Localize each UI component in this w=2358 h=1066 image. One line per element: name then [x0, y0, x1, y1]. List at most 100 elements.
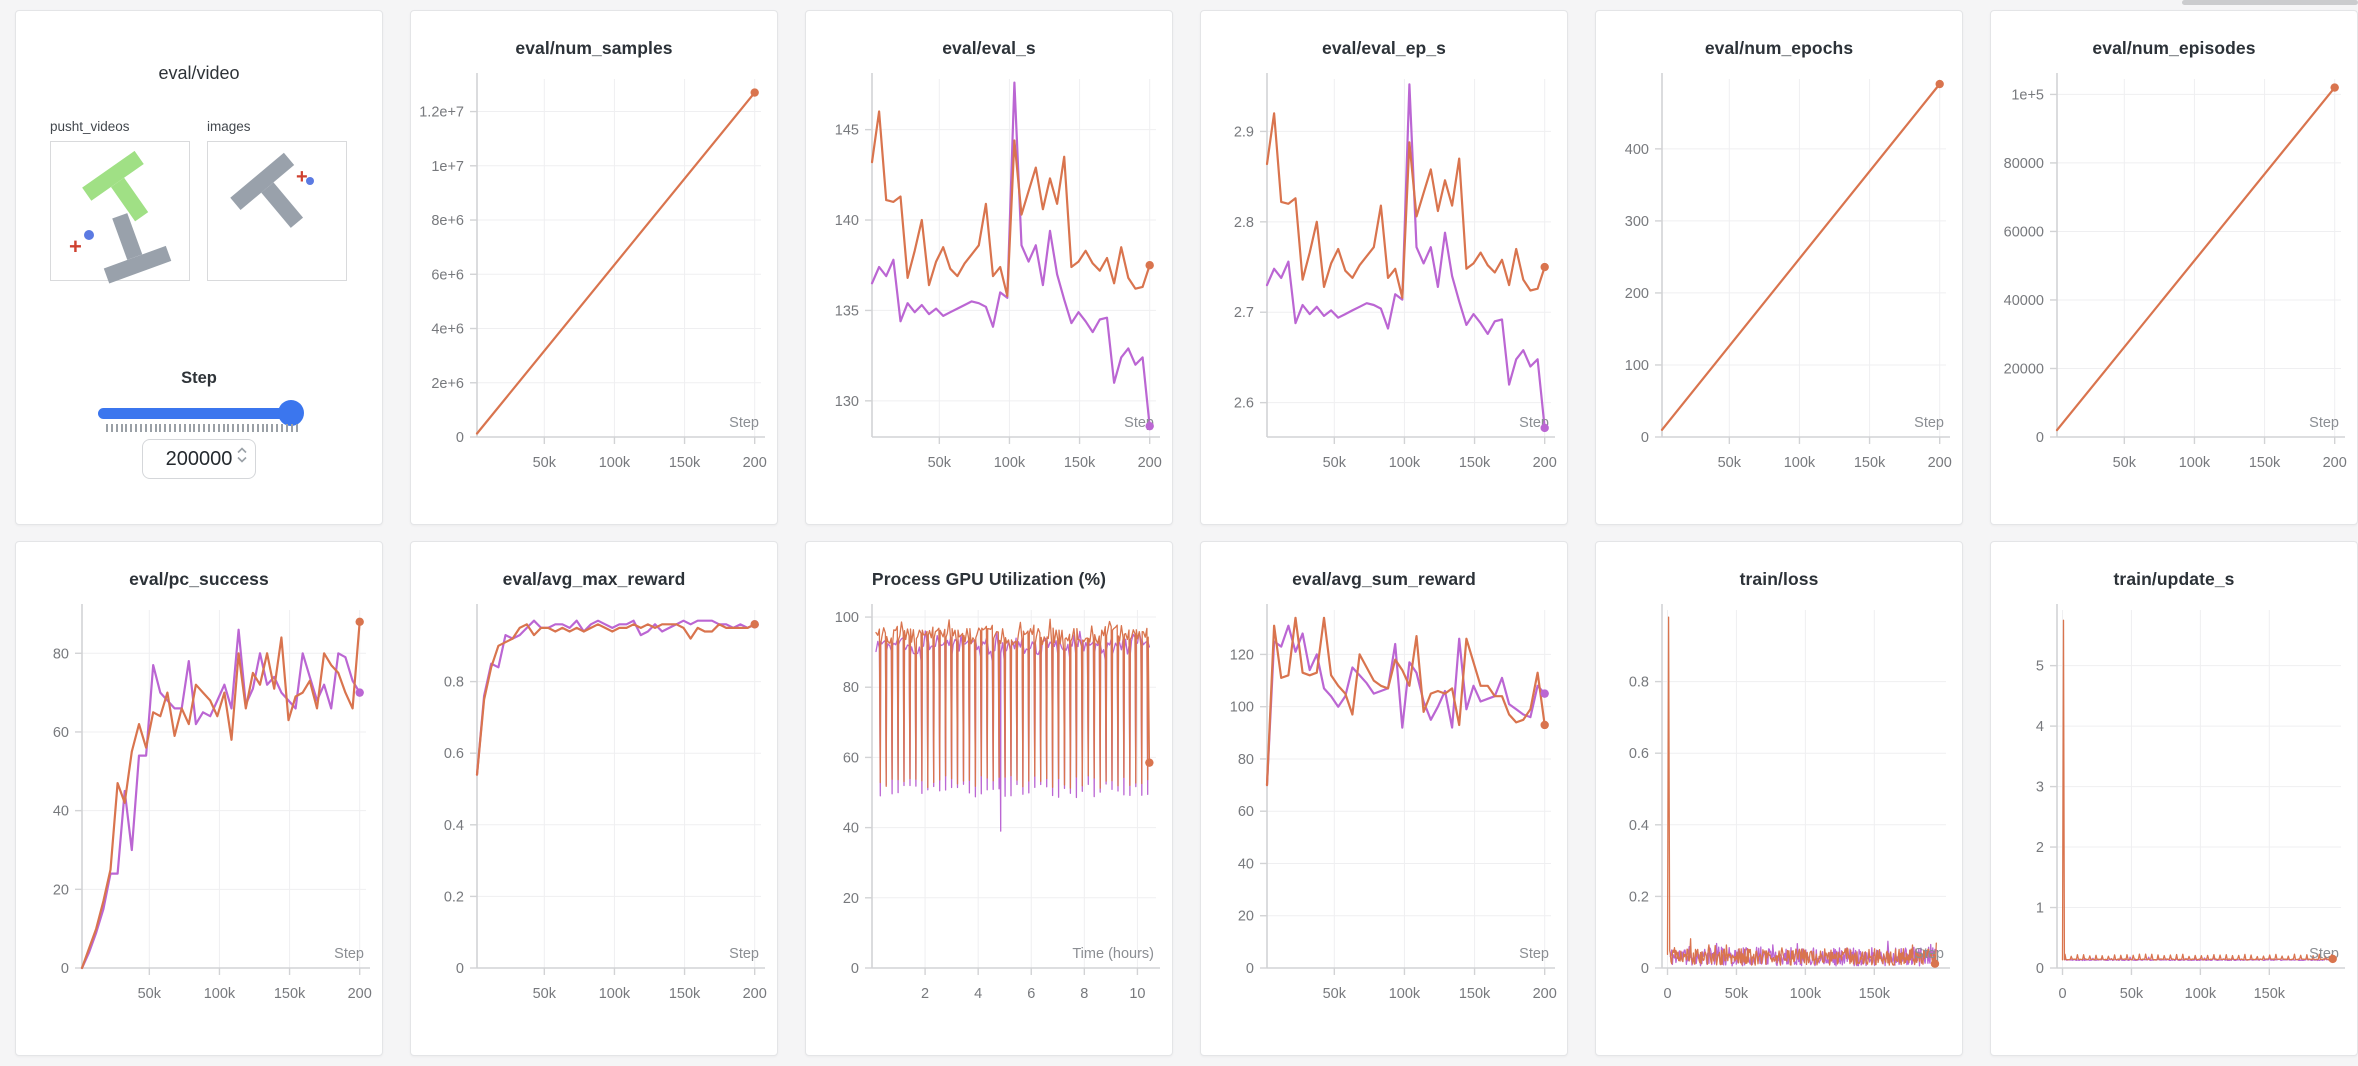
svg-text:100k: 100k	[1389, 986, 1421, 1002]
svg-text:150k: 150k	[1859, 986, 1891, 1002]
svg-text:0: 0	[456, 961, 464, 977]
svg-text:2e+6: 2e+6	[431, 376, 464, 392]
chart-canvas[interactable]: 50k 100k 150k 200 0 20 40 60 80 100 120 Step	[1201, 594, 1567, 1040]
panel-train-update-s[interactable]: train/update_s 0 50k 100k 150k 0 1 2 3 4 5 Step	[1990, 541, 2358, 1056]
chart-eval-eval-s[interactable]: 50k 100k 150k 200 130 135 140 145 Step	[806, 63, 1172, 514]
svg-text:100k: 100k	[599, 455, 631, 471]
agent-dot-icon	[306, 177, 314, 185]
panel-eval-avg-sum-reward[interactable]: eval/avg_sum_reward 50k 100k 150k 200 0 20 40 6…	[1200, 541, 1568, 1056]
step-slider[interactable]	[98, 408, 301, 419]
svg-text:200: 200	[743, 986, 767, 1002]
media-label-images: images	[207, 119, 251, 134]
svg-text:0: 0	[1641, 961, 1649, 977]
svg-text:20: 20	[53, 882, 69, 898]
svg-text:6: 6	[1027, 986, 1035, 1002]
chart-canvas[interactable]: 0 50k 100k 150k 0 0.2 0.4 0.6 0.8 Step	[1596, 594, 1962, 1040]
panel-eval-eval-s[interactable]: eval/eval_s 50k 100k 150k 200 130 135 140 145 St…	[805, 10, 1173, 525]
panel-eval-eval-ep-s[interactable]: eval/eval_ep_s 50k 100k 150k 200 2.6 2.7 2.8 2.…	[1200, 10, 1568, 525]
chart-title: Process GPU Utilization (%)	[871, 569, 1107, 589]
pusht-video-thumbnail[interactable]: +	[50, 141, 190, 284]
agent-dot-icon	[84, 230, 94, 240]
chart-eval-avg-max-reward[interactable]: 50k 100k 150k 200 0 0.2 0.4 0.6 0.8 Step	[411, 594, 777, 1045]
panel-title: eval/video	[158, 63, 240, 83]
panel-eval-avg-max-reward[interactable]: eval/avg_max_reward 50k 100k 150k 200 0 0.2 0.…	[410, 541, 778, 1056]
panel-eval-num-samples[interactable]: eval/num_samples 50k 100k 150k 200 0 2e+6 4e+6…	[410, 10, 778, 525]
svg-text:100k: 100k	[1790, 986, 1822, 1002]
chart-title: train/update_s	[2113, 569, 2235, 589]
svg-text:0: 0	[851, 961, 859, 977]
svg-text:400: 400	[1625, 142, 1649, 158]
svg-text:3: 3	[2036, 780, 2044, 796]
svg-text:200: 200	[1928, 455, 1952, 471]
stepper-down-icon[interactable]	[237, 456, 247, 463]
svg-text:4e+6: 4e+6	[431, 322, 464, 338]
step-slider-thumb[interactable]	[278, 400, 304, 426]
svg-text:150k: 150k	[1459, 986, 1491, 1002]
pusht-image-thumbnail[interactable]: +	[207, 141, 347, 281]
panel-eval-pc-success[interactable]: eval/pc_success 50k 100k 150k 200 0 20 40 60 80 S…	[15, 541, 383, 1056]
svg-text:Step: Step	[1914, 946, 1944, 962]
svg-text:6e+6: 6e+6	[431, 267, 464, 283]
svg-text:0: 0	[2058, 986, 2066, 1002]
svg-text:0: 0	[1641, 430, 1649, 446]
svg-text:40: 40	[843, 821, 859, 837]
cropped-toolbar-artifact	[2182, 0, 2358, 5]
svg-text:100k: 100k	[204, 986, 236, 1002]
svg-text:200: 200	[1138, 455, 1162, 471]
svg-text:50k: 50k	[1323, 455, 1347, 471]
svg-text:200: 200	[348, 986, 372, 1002]
chart-eval-num-episodes[interactable]: 50k 100k 150k 200 0 20000 40000 60000 80000 1e+5 S…	[1991, 63, 2357, 514]
svg-text:100: 100	[1230, 700, 1254, 716]
svg-text:300: 300	[1625, 214, 1649, 230]
svg-text:145: 145	[835, 123, 859, 139]
svg-text:150k: 150k	[669, 986, 701, 1002]
svg-text:1e+7: 1e+7	[431, 159, 464, 175]
chart-eval-num-samples[interactable]: 50k 100k 150k 200 0 2e+6 4e+6 6e+6 8e+6 1e+7 1.2e+…	[411, 63, 777, 514]
chart-canvas[interactable]: 50k 100k 150k 200 0 20000 40000 60000 80000 1e+5 S…	[1991, 63, 2357, 509]
svg-text:Step: Step	[334, 946, 364, 962]
chart-eval-pc-success[interactable]: 50k 100k 150k 200 0 20 40 60 80 Step	[16, 594, 382, 1045]
panel-eval-num-epochs[interactable]: eval/num_epochs 50k 100k 150k 200 0 100 200 300…	[1595, 10, 1963, 525]
chart-title: eval/num_episodes	[2092, 38, 2256, 58]
chart-canvas[interactable]: 50k 100k 150k 200 0 20 40 60 80 Step	[16, 594, 382, 1040]
panel-process-gpu-utilization[interactable]: Process GPU Utilization (%) 2 4 6 8 10 0 20 40 6…	[805, 541, 1173, 1056]
panel-train-loss[interactable]: train/loss 0 50k 100k 150k 0 0.2 0.4 0.6 0.8 Step	[1595, 541, 1963, 1056]
chart-title: eval/num_epochs	[1704, 38, 1854, 58]
chart-eval-num-epochs[interactable]: 50k 100k 150k 200 0 100 200 300 400 Step	[1596, 63, 1962, 514]
chart-canvas[interactable]: 50k 100k 150k 200 0 100 200 300 400 Step	[1596, 63, 1962, 509]
svg-text:40: 40	[1238, 856, 1254, 872]
svg-text:50k: 50k	[928, 455, 952, 471]
svg-text:150k: 150k	[2249, 455, 2281, 471]
pusht-gray-tee-icon	[89, 205, 172, 284]
step-input[interactable]	[160, 447, 238, 471]
stepper-up-icon[interactable]	[237, 447, 247, 454]
goal-cross-icon: +	[296, 166, 308, 188]
svg-text:80: 80	[843, 680, 859, 696]
chart-canvas[interactable]: 50k 100k 150k 200 0 0.2 0.4 0.6 0.8 Step	[411, 594, 777, 1040]
chart-train-update-s[interactable]: 0 50k 100k 150k 0 1 2 3 4 5 Step	[1991, 594, 2357, 1045]
svg-text:2: 2	[921, 986, 929, 1002]
svg-text:140: 140	[835, 213, 859, 229]
svg-text:Step: Step	[1519, 946, 1549, 962]
chart-title: eval/eval_ep_s	[1321, 38, 1446, 58]
svg-text:0: 0	[1663, 986, 1671, 1002]
svg-text:0: 0	[2036, 961, 2044, 977]
svg-text:50k: 50k	[533, 455, 557, 471]
chart-process-gpu-utilization[interactable]: 2 4 6 8 10 0 20 40 60 80 100 Time (hours)	[806, 594, 1172, 1045]
chart-canvas[interactable]: 50k 100k 150k 200 0 2e+6 4e+6 6e+6 8e+6 1e+7 1.2e+…	[411, 63, 777, 509]
panel-eval-num-episodes[interactable]: eval/num_episodes 50k 100k 150k 200 0 20000 40…	[1990, 10, 2358, 525]
chart-eval-avg-sum-reward[interactable]: 50k 100k 150k 200 0 20 40 60 80 100 120 Step	[1201, 594, 1567, 1045]
panel-eval-video[interactable]: eval/video pusht_videos images + + Step	[15, 10, 383, 525]
chart-eval-eval-ep-s[interactable]: 50k 100k 150k 200 2.6 2.7 2.8 2.9 Step	[1201, 63, 1567, 514]
svg-text:50k: 50k	[2120, 986, 2144, 1002]
step-slider-label: Step	[181, 369, 217, 387]
svg-text:100: 100	[1625, 358, 1649, 374]
svg-text:100k: 100k	[2185, 986, 2217, 1002]
svg-text:150k: 150k	[1459, 455, 1491, 471]
chart-train-loss[interactable]: 0 50k 100k 150k 0 0.2 0.4 0.6 0.8 Step	[1596, 594, 1962, 1045]
